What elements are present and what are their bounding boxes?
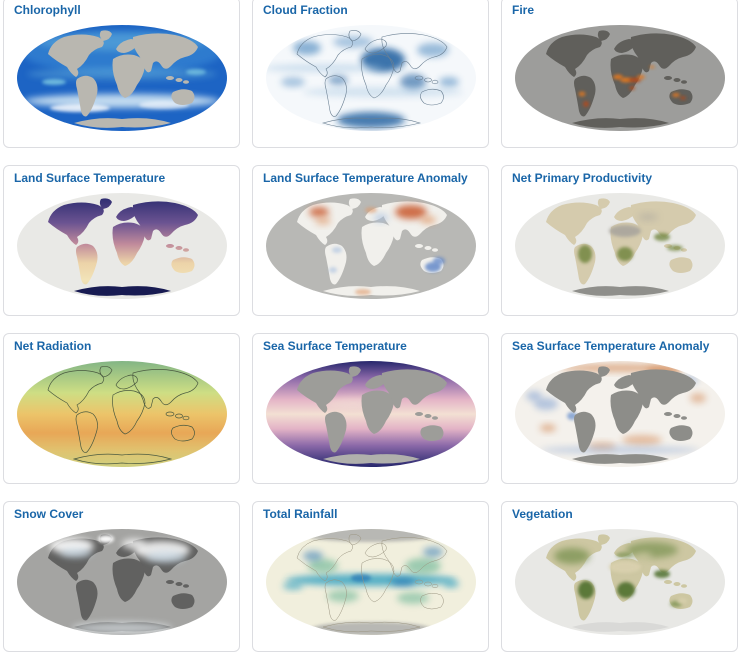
world-map-svg (514, 25, 725, 131)
map-card-sea-surface-temperature: Sea Surface Temperature (252, 333, 489, 484)
map-card-land-surface-temperature: Land Surface Temperature (3, 165, 240, 316)
maps-grid: Chlorophyll Cloud Fraction Fire Land Surfac… (3, 0, 744, 652)
world-map-svg (514, 193, 725, 299)
map-title-link-vegetation[interactable]: Vegetation (512, 507, 573, 521)
map-title-link-net-radiation[interactable]: Net Radiation (14, 339, 92, 353)
map-title-link-chlorophyll[interactable]: Chlorophyll (14, 3, 81, 17)
map-thumbnail-net-radiation[interactable] (14, 358, 230, 470)
map-thumbnail-total-rainfall[interactable] (263, 526, 479, 638)
map-thumbnail-chlorophyll[interactable] (14, 22, 230, 134)
map-card-net-primary-productivity: Net Primary Productivity (501, 165, 738, 316)
world-map-svg (265, 193, 476, 299)
world-map-svg (265, 25, 476, 131)
world-map-svg (265, 529, 476, 635)
map-thumbnail-snow-cover[interactable] (14, 526, 230, 638)
map-card-total-rainfall: Total Rainfall (252, 501, 489, 652)
map-thumbnail-vegetation[interactable] (512, 526, 728, 638)
map-title-link-net-primary-productivity[interactable]: Net Primary Productivity (512, 171, 653, 185)
world-map-svg (265, 361, 476, 467)
world-map-svg (16, 25, 227, 131)
world-map-svg (514, 361, 725, 467)
map-card-vegetation: Vegetation (501, 501, 738, 652)
map-thumbnail-land-surface-temperature[interactable] (14, 190, 230, 302)
map-card-sea-surface-temperature-anomaly: Sea Surface Temperature Anomaly (501, 333, 738, 484)
map-thumbnail-fire[interactable] (512, 22, 728, 134)
map-thumbnail-net-primary-productivity[interactable] (512, 190, 728, 302)
world-map-svg (514, 529, 725, 635)
map-card-net-radiation: Net Radiation (3, 333, 240, 484)
map-title-link-snow-cover[interactable]: Snow Cover (14, 507, 84, 521)
world-map-svg (16, 529, 227, 635)
map-thumbnail-cloud-fraction[interactable] (263, 22, 479, 134)
map-card-cloud-fraction: Cloud Fraction (252, 0, 489, 148)
map-card-fire: Fire (501, 0, 738, 148)
world-map-svg (16, 193, 227, 299)
map-title-link-sea-surface-temperature[interactable]: Sea Surface Temperature (263, 339, 407, 353)
map-title-link-land-surface-temperature-anomaly[interactable]: Land Surface Temperature Anomaly (263, 171, 468, 185)
map-title-link-cloud-fraction[interactable]: Cloud Fraction (263, 3, 348, 17)
map-card-chlorophyll: Chlorophyll (3, 0, 240, 148)
map-title-link-land-surface-temperature[interactable]: Land Surface Temperature (14, 171, 166, 185)
map-thumbnail-sea-surface-temperature-anomaly[interactable] (512, 358, 728, 470)
map-title-link-total-rainfall[interactable]: Total Rainfall (263, 507, 338, 521)
map-title-link-fire[interactable]: Fire (512, 3, 535, 17)
map-thumbnail-sea-surface-temperature[interactable] (263, 358, 479, 470)
map-card-land-surface-temperature-anomaly: Land Surface Temperature Anomaly (252, 165, 489, 316)
world-map-svg (16, 361, 227, 467)
map-card-snow-cover: Snow Cover (3, 501, 240, 652)
map-thumbnail-land-surface-temperature-anomaly[interactable] (263, 190, 479, 302)
map-title-link-sea-surface-temperature-anomaly[interactable]: Sea Surface Temperature Anomaly (512, 339, 710, 353)
